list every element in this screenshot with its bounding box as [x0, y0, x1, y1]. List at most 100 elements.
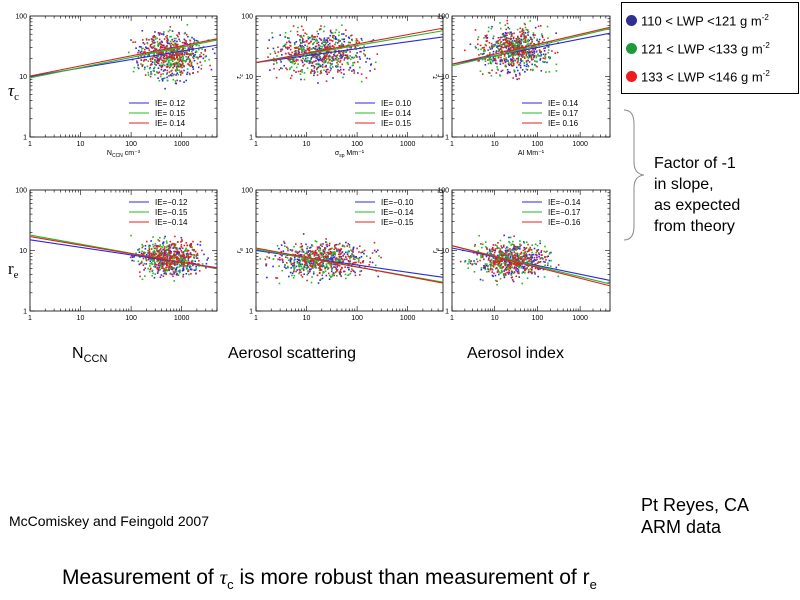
scatter-point — [522, 255, 525, 257]
scatter-point — [199, 244, 202, 246]
scatter-point — [293, 268, 296, 271]
scatter-point — [500, 262, 503, 265]
scatter-point — [349, 41, 351, 44]
scatter-point — [301, 276, 304, 278]
scatter-point — [159, 45, 162, 48]
scatter-point — [312, 53, 315, 55]
scatter-point — [154, 73, 156, 76]
scatter-point — [477, 48, 480, 51]
scatter-point — [508, 64, 511, 66]
scatter-point — [316, 56, 319, 59]
scatter-point — [152, 46, 155, 49]
scatter-point — [480, 267, 483, 269]
scatter-point — [161, 79, 164, 82]
scatter-point — [204, 56, 207, 58]
scatter-point — [134, 41, 137, 43]
scatter-point — [377, 275, 379, 278]
scatter-point — [517, 54, 520, 56]
scatter-point — [290, 58, 293, 61]
scatter-point — [511, 279, 514, 281]
scatter-point — [310, 262, 313, 264]
scatter-point — [481, 254, 484, 257]
scatter-point — [353, 56, 356, 59]
scatter-point — [167, 57, 170, 59]
scatter-point — [293, 274, 296, 277]
scatter-point — [524, 248, 526, 251]
scatter-point — [335, 259, 338, 261]
scatter-point — [535, 249, 538, 252]
scatter-point — [474, 29, 477, 31]
scatter-point — [190, 47, 193, 50]
scatter-point — [508, 50, 511, 53]
scatter-point — [347, 274, 350, 276]
scatter-point — [340, 268, 342, 271]
scatter-point — [534, 267, 537, 270]
fit-line — [451, 28, 611, 67]
scatter-point — [332, 256, 334, 259]
scatter-point — [173, 56, 175, 59]
scatter-point — [160, 46, 163, 49]
scatter-point — [302, 258, 305, 260]
scatter-point — [503, 53, 506, 56]
scatter-point — [473, 271, 476, 273]
scatter-point — [485, 36, 487, 38]
scatter-point — [194, 39, 196, 42]
scatter-point — [154, 59, 156, 61]
scatter-point — [335, 248, 338, 250]
scatter-point — [146, 65, 149, 68]
scatter-point — [378, 255, 380, 257]
scatter-point — [162, 61, 165, 64]
scatter-point — [289, 60, 292, 63]
scatter-point — [310, 251, 312, 254]
scatter-point — [339, 256, 341, 259]
scatter-point — [543, 47, 545, 50]
scatter-point — [349, 58, 352, 61]
scatter-point — [203, 253, 205, 256]
scatter-point — [331, 57, 334, 60]
scatter-point — [337, 60, 339, 62]
scatter-point — [332, 56, 334, 58]
scatter-point — [540, 70, 543, 72]
scatter-point — [179, 64, 182, 67]
scatter-point — [204, 60, 206, 62]
scatter-point — [499, 266, 502, 268]
scatter-point — [505, 269, 508, 271]
scatter-point — [310, 64, 313, 67]
scatter-point — [348, 268, 350, 271]
scatter-point — [537, 252, 540, 254]
scatter-point — [517, 64, 520, 66]
scatter-point — [335, 269, 338, 272]
legend-label: IE=−0.15 — [155, 208, 188, 217]
scatter-point — [179, 269, 181, 271]
scatter-point — [325, 256, 327, 259]
scatter-point — [548, 252, 551, 254]
scatter-point — [287, 249, 289, 252]
scatter-point — [316, 30, 319, 33]
scatter-point — [178, 57, 181, 60]
scatter-point — [468, 259, 471, 261]
scatter-point — [165, 73, 168, 76]
scatter-point — [469, 43, 472, 46]
scatter-point — [373, 249, 376, 252]
scatter-point — [186, 244, 189, 247]
scatter-point — [314, 266, 317, 269]
scatter-point — [323, 255, 325, 258]
scatter-point — [184, 60, 187, 63]
scatter-point — [363, 45, 365, 48]
scatter-point — [157, 255, 159, 257]
scatter-point — [500, 269, 503, 272]
scatter-point — [477, 249, 479, 252]
scatter-point — [148, 248, 151, 251]
scatter-point — [525, 28, 528, 31]
scatter-point — [531, 244, 533, 246]
scatter-point — [144, 267, 147, 269]
scatter-point — [137, 51, 139, 54]
scatter-point — [504, 24, 507, 26]
scatter-point — [365, 76, 368, 79]
scatter-point — [302, 34, 305, 37]
scatter-point — [150, 248, 153, 250]
scatter-point — [530, 254, 532, 256]
scatter-point — [517, 269, 520, 271]
scatter-point — [323, 61, 326, 64]
scatter-point — [516, 69, 519, 72]
